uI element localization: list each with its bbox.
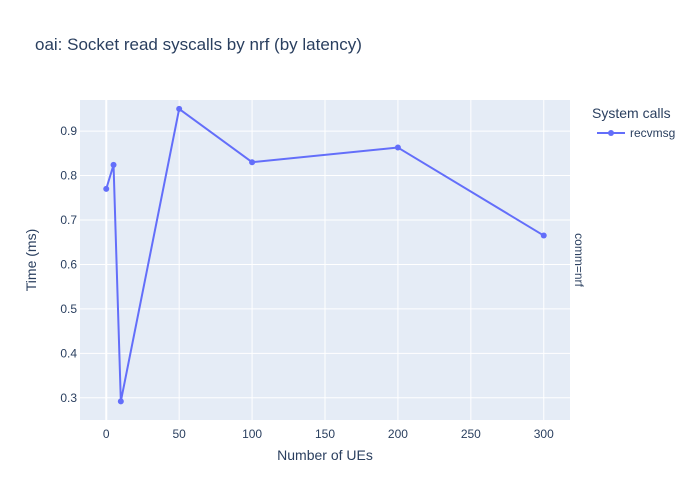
chart-title: oai: Socket read syscalls by nrf (by lat…: [35, 35, 362, 54]
legend-title: System calls: [592, 105, 671, 121]
y-tick-label: 0.8: [60, 169, 77, 183]
y-tick-label: 0.3: [60, 391, 77, 405]
series-layer: [103, 105, 547, 405]
x-tick-label: 150: [315, 427, 335, 441]
legend-swatch-marker: [608, 130, 614, 136]
x-tick-label: 50: [172, 427, 186, 441]
x-tick-label: 0: [103, 427, 110, 441]
y-tick-label: 0.9: [60, 124, 77, 138]
x-tick-labels: 0 50 100 150 200 250 300: [103, 427, 554, 441]
y-tick-label: 0.4: [60, 346, 77, 360]
data-point[interactable]: [540, 232, 547, 239]
facet-label: comm=nrf: [572, 233, 586, 287]
legend-label-recvmsg[interactable]: recvmsg: [630, 126, 675, 140]
data-point[interactable]: [249, 159, 256, 166]
data-point[interactable]: [394, 144, 401, 151]
x-tick-label: 200: [388, 427, 408, 441]
y-gridlines: [80, 130, 570, 399]
x-tick-label: 300: [534, 427, 554, 441]
legend[interactable]: System calls recvmsg: [592, 105, 675, 140]
x-tick-label: 100: [242, 427, 262, 441]
y-tick-label: 0.5: [60, 302, 77, 316]
x-tick-label: 250: [461, 427, 481, 441]
x-axis-title: Number of UEs: [277, 447, 373, 463]
data-point[interactable]: [176, 105, 183, 112]
y-tick-label: 0.6: [60, 257, 77, 271]
y-tick-labels: 0.3 0.4 0.5 0.6 0.7 0.8 0.9: [60, 124, 77, 405]
data-point[interactable]: [103, 185, 110, 192]
data-point[interactable]: [110, 161, 117, 168]
x-gridlines: [105, 100, 545, 420]
y-tick-label: 0.7: [60, 213, 77, 227]
y-axis-title: Time (ms): [23, 229, 39, 291]
data-point[interactable]: [117, 398, 124, 405]
